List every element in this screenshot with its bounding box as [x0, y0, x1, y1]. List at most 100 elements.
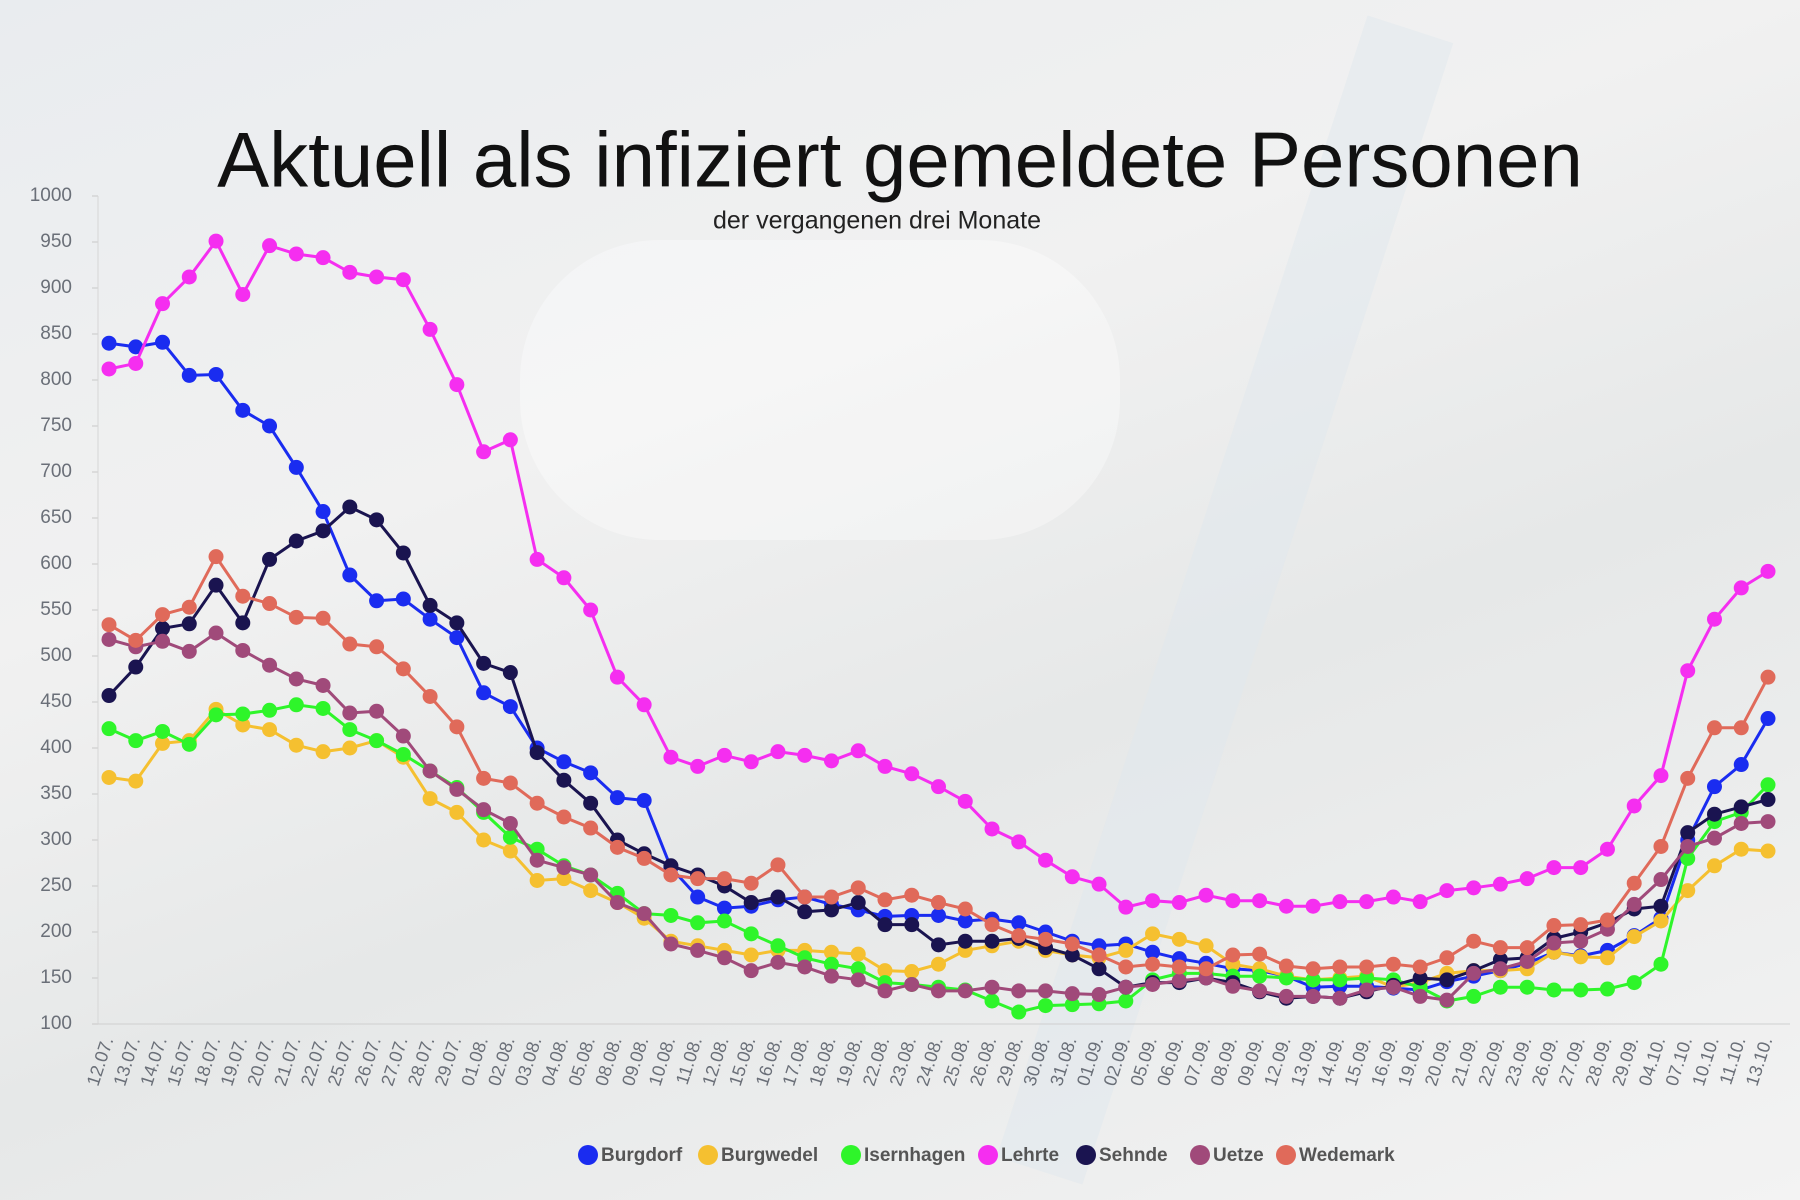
- data-point: [877, 917, 893, 933]
- data-point: [235, 642, 251, 658]
- data-point: [690, 758, 706, 774]
- data-point: [529, 551, 545, 567]
- data-point: [1332, 959, 1348, 975]
- data-point: [957, 793, 973, 809]
- data-point: [770, 744, 786, 760]
- data-point: [716, 900, 732, 916]
- data-point: [1252, 946, 1268, 962]
- data-point: [1091, 876, 1107, 892]
- data-point: [235, 286, 251, 302]
- data-point: [1064, 947, 1080, 963]
- data-point: [1760, 814, 1776, 830]
- data-point: [181, 643, 197, 659]
- data-point: [502, 699, 518, 715]
- data-point: [984, 821, 1000, 837]
- data-point: [1546, 935, 1562, 951]
- data-point: [1171, 931, 1187, 947]
- data-point: [556, 809, 572, 825]
- data-point: [1492, 876, 1508, 892]
- data-point: [583, 867, 599, 883]
- data-point: [155, 607, 171, 623]
- data-point: [369, 639, 385, 655]
- data-point: [1359, 982, 1375, 998]
- data-point: [690, 915, 706, 931]
- data-point: [1145, 893, 1161, 909]
- data-point: [556, 754, 572, 770]
- data-point: [288, 246, 304, 262]
- data-point: [342, 722, 358, 738]
- data-point: [797, 904, 813, 920]
- data-point: [128, 773, 144, 789]
- data-point: [743, 754, 759, 770]
- data-point: [1064, 936, 1080, 952]
- data-point: [931, 907, 946, 923]
- legend-swatch: [698, 1145, 718, 1165]
- data-point: [449, 719, 465, 735]
- data-point: [1626, 929, 1642, 945]
- data-point: [663, 867, 679, 883]
- data-point: [1011, 983, 1027, 999]
- data-point: [1439, 972, 1455, 988]
- legend-label: Isernhagen: [864, 1145, 965, 1166]
- data-point: [128, 339, 144, 355]
- data-point: [395, 591, 411, 607]
- data-point: [636, 792, 652, 808]
- data-point: [101, 631, 117, 647]
- y-tick-label: 750: [40, 415, 72, 436]
- data-point: [1171, 973, 1187, 989]
- data-point: [181, 616, 197, 632]
- data-point: [235, 615, 251, 631]
- data-point: [1332, 972, 1348, 988]
- data-point: [369, 703, 385, 719]
- data-point: [957, 901, 973, 917]
- data-point: [823, 944, 839, 960]
- data-point: [1466, 933, 1482, 949]
- data-point: [1760, 777, 1776, 793]
- data-point: [208, 577, 224, 593]
- data-point: [690, 889, 706, 905]
- data-point: [502, 775, 518, 791]
- data-point: [288, 737, 304, 753]
- data-point: [1359, 959, 1375, 975]
- data-point: [315, 744, 331, 760]
- data-point: [342, 740, 358, 756]
- data-point: [690, 871, 706, 887]
- data-point: [315, 523, 331, 539]
- y-tick-label: 950: [40, 231, 72, 252]
- data-point: [1680, 883, 1696, 899]
- data-point: [1653, 913, 1669, 929]
- legend-label: Sehnde: [1099, 1145, 1168, 1166]
- data-point: [208, 233, 224, 249]
- data-point: [1171, 895, 1187, 911]
- data-point: [1038, 852, 1054, 868]
- data-point: [128, 355, 144, 371]
- data-point: [1733, 841, 1749, 857]
- chart-subtitle: der vergangenen drei Monate: [713, 207, 1041, 235]
- data-point: [1653, 872, 1669, 888]
- data-point: [1359, 894, 1375, 910]
- data-point: [1118, 979, 1134, 995]
- y-tick-label: 150: [40, 967, 72, 988]
- data-point: [1118, 942, 1134, 958]
- data-point: [850, 880, 866, 896]
- y-tick-label: 850: [40, 323, 72, 344]
- background-shape: [996, 15, 1454, 1185]
- legend-label: Burgwedel: [721, 1145, 818, 1166]
- data-point: [1599, 950, 1615, 966]
- data-point: [1706, 830, 1722, 846]
- data-point: [476, 685, 492, 701]
- data-point: [850, 895, 866, 911]
- data-point: [1466, 988, 1482, 1004]
- data-point: [957, 933, 973, 949]
- data-point: [181, 599, 197, 615]
- data-point: [1198, 887, 1214, 903]
- data-point: [1439, 950, 1455, 966]
- legend-label: Uetze: [1213, 1145, 1264, 1166]
- series: [101, 549, 1776, 977]
- data-point: [931, 779, 946, 795]
- data-point: [1706, 858, 1722, 874]
- data-point: [850, 946, 866, 962]
- data-point: [422, 321, 438, 337]
- data-point: [288, 533, 304, 549]
- data-point: [449, 615, 465, 631]
